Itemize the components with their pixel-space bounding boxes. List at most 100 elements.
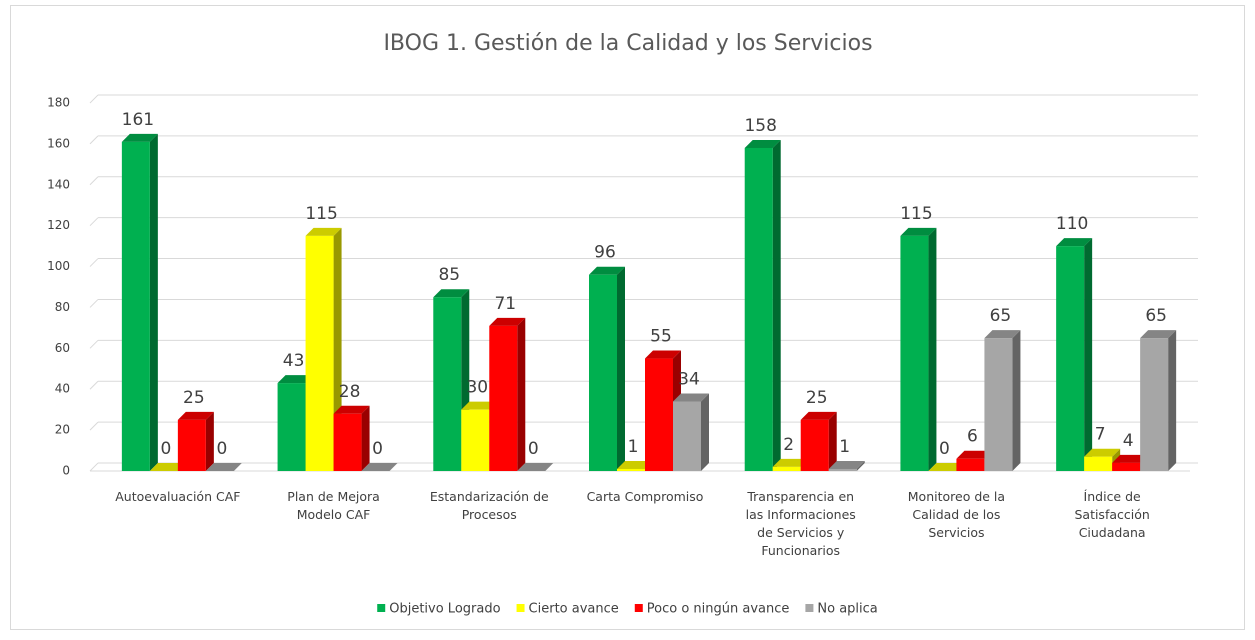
y-tick-label: 40 (55, 382, 70, 396)
data-label: 30 (466, 378, 488, 398)
bar (984, 338, 1013, 471)
bar-side (828, 411, 837, 471)
data-label: 6 (967, 427, 978, 447)
bar (645, 358, 673, 471)
legend-swatch (805, 604, 814, 612)
y-tick-label: 140 (47, 177, 70, 191)
bar (121, 141, 150, 471)
x-tick-label-line: de Servicios y (757, 525, 845, 540)
grid-line (89, 217, 99, 227)
legend: Objetivo Logrado Cierto avance Poco o ning… (377, 602, 878, 617)
bar-top (149, 463, 186, 471)
data-label: 161 (122, 110, 154, 130)
bar-top (772, 458, 809, 467)
data-label: 28 (339, 382, 361, 402)
data-label: 4 (1123, 431, 1134, 451)
x-tick-label: Transparencia en las Informaciones de Serv… (746, 489, 856, 558)
bar-side (772, 139, 781, 471)
data-label: 25 (183, 388, 205, 408)
bar-top (361, 463, 398, 471)
bar-top (277, 375, 314, 384)
bar (589, 274, 617, 471)
bar-top (305, 227, 342, 236)
bar-top (828, 460, 865, 469)
bar-top (333, 405, 370, 414)
bar-top (645, 350, 681, 359)
bar (1056, 246, 1085, 471)
data-label: 43 (283, 351, 305, 371)
x-tick-label: Índice de Satisfacción Ciudadana (1074, 489, 1149, 540)
x-tick-label-line: Estandarización de (430, 489, 549, 504)
data-label: 0 (160, 439, 171, 459)
bar-top (617, 460, 653, 469)
grid-line (89, 94, 99, 104)
bar (461, 409, 490, 471)
bar (277, 383, 306, 471)
bar (673, 401, 701, 471)
data-label: 7 (1095, 425, 1106, 445)
data-label: 1 (628, 437, 639, 457)
bar-top (433, 289, 470, 298)
data-label: 55 (650, 327, 672, 347)
bar-side (701, 393, 709, 471)
x-tick-label-line: Calidad de los (912, 507, 1000, 522)
bar-top (489, 317, 526, 326)
bar (333, 413, 362, 471)
x-tick-label-line: Modelo CAF (297, 507, 371, 522)
x-tick-label-line: Autoevaluación CAF (115, 489, 240, 504)
bar-top (461, 401, 498, 410)
data-label: 25 (806, 388, 828, 408)
x-tick-label-line: las Informaciones (746, 507, 856, 522)
bar-top (589, 266, 625, 275)
bar-top (177, 411, 214, 420)
x-tick-label: Carta Compromiso (587, 489, 704, 504)
legend-swatch (634, 604, 643, 612)
data-label: 0 (216, 439, 227, 459)
data-label: 0 (528, 439, 539, 459)
bar-top (205, 463, 242, 471)
bar (956, 458, 985, 471)
legend-swatch (377, 604, 386, 612)
grid-line (89, 421, 99, 431)
bar-side (1012, 330, 1021, 471)
y-tick-label: 180 (47, 96, 70, 110)
data-label: 115 (900, 204, 932, 224)
bar (828, 468, 857, 471)
x-tick-label-line: Transparencia en (746, 489, 854, 504)
legend-label: No aplica (817, 602, 877, 617)
bar-top (956, 450, 993, 459)
bar-side (1084, 238, 1093, 471)
x-tick-label: Estandarización de Procesos (430, 489, 549, 522)
data-label: 2 (783, 435, 794, 455)
y-tick-label: 120 (47, 218, 70, 232)
bar-top (673, 393, 709, 402)
bar (305, 235, 334, 471)
bar-side (517, 317, 526, 471)
x-tick-label-line: Ciudadana (1079, 525, 1146, 540)
bar-side (205, 411, 214, 471)
y-tick-label: 0 (62, 464, 70, 478)
bar-top (1140, 330, 1177, 339)
bar (489, 325, 518, 471)
x-tick-label-line: Servicios (928, 525, 984, 540)
y-tick-label: 20 (55, 423, 70, 437)
legend-swatch (516, 604, 525, 612)
bar (744, 147, 773, 471)
legend-label: Cierto avance (529, 602, 619, 617)
bar-side (617, 266, 625, 471)
x-tick-label-line: Índice de (1084, 489, 1141, 504)
grid-line (89, 299, 99, 308)
bar-top (1056, 238, 1093, 247)
x-tick-label: Autoevaluación CAF (115, 489, 240, 504)
bar-top (1112, 454, 1149, 463)
bar-side (1168, 330, 1177, 471)
data-label: 65 (1145, 306, 1167, 326)
bar (772, 466, 801, 471)
data-label: 65 (990, 306, 1012, 326)
bar-top (900, 227, 937, 236)
grid-line (89, 380, 99, 390)
bar-top (744, 139, 781, 148)
data-label: 96 (594, 243, 616, 263)
y-tick-label: 80 (55, 300, 70, 314)
